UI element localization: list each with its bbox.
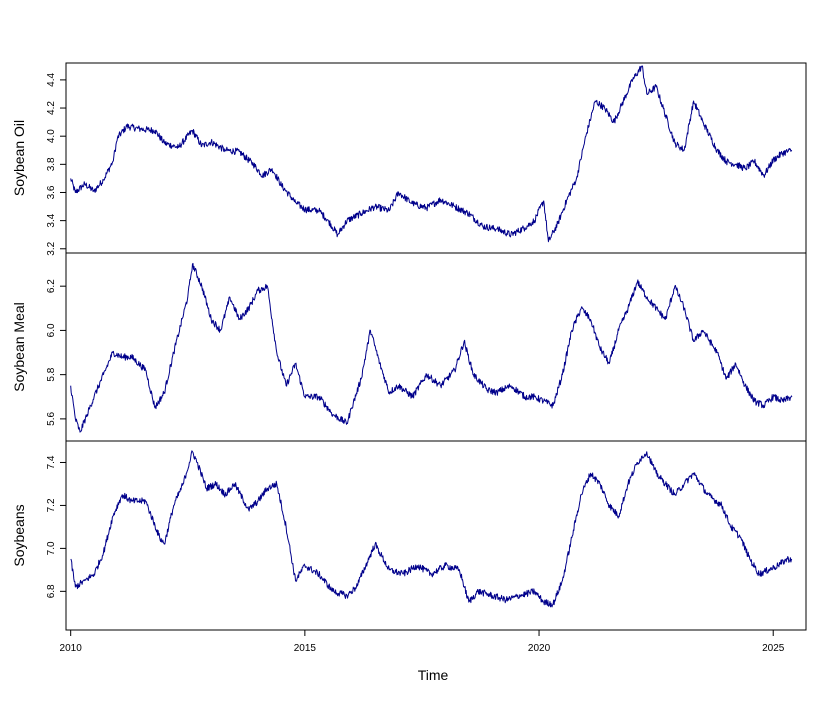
x-tick-label: 2025 (762, 643, 785, 654)
y-tick-label: 7.2 (46, 498, 57, 512)
y-tick-label: 7.4 (46, 455, 57, 469)
x-axis: 2010 2015 2020 2025 (60, 629, 785, 654)
y-tick-label: 3.8 (46, 157, 57, 171)
x-axis-title: Time (418, 667, 449, 683)
y-tick-label: 5.6 (46, 411, 57, 425)
y-tick-label: 6.0 (46, 323, 57, 337)
y-tick-label: 4.0 (46, 129, 57, 143)
panels-group: 3.2 3.4 3.6 3.8 4.0 4.2 4.4 Soybean Oil 5.6 5.8 6.… (11, 62, 807, 631)
series-line (70, 262, 793, 433)
y-tick-label: 3.2 (46, 241, 57, 255)
y-tick-label: 5.8 (46, 367, 57, 381)
y-tick-label: 3.4 (46, 213, 57, 227)
x-tick-label: 2010 (60, 643, 83, 654)
x-tick-label: 2020 (528, 643, 551, 654)
y-tick-label: 7.0 (46, 541, 57, 555)
y-tick-label: 4.2 (46, 101, 57, 115)
y-tick-label: 3.6 (46, 185, 57, 199)
series-line (70, 65, 793, 243)
panel-y-title: Soybean Meal (11, 302, 27, 392)
series-line (70, 450, 793, 608)
panel-y-title: Soybeans (11, 504, 27, 566)
x-tick-label: 2015 (294, 643, 317, 654)
y-tick-label: 6.2 (46, 279, 57, 293)
y-tick-label: 4.4 (46, 73, 57, 87)
y-tick-label: 6.8 (46, 584, 57, 598)
panel-y-title: Soybean Oil (11, 120, 27, 196)
